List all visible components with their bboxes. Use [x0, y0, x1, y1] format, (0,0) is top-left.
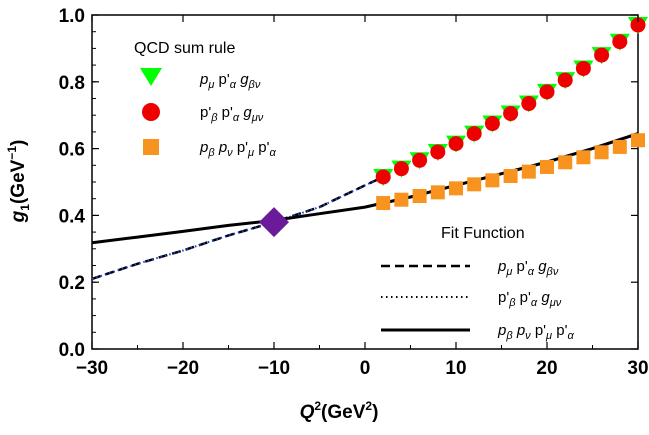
circle-point [630, 17, 646, 33]
legend-sumrule-title: QCD sum rule [134, 40, 235, 57]
legend-triangle-marker [140, 68, 162, 86]
circle-point [594, 47, 610, 63]
circle-point [375, 169, 391, 185]
square-point [503, 168, 518, 183]
circle-point [575, 60, 591, 76]
legend-fit-entry-2: p'β p'α gμν [498, 289, 562, 309]
fit-curve-dashed [91, 175, 384, 281]
circle-point [484, 116, 500, 132]
square-point [376, 196, 391, 211]
circle-point [466, 126, 482, 142]
square-point [576, 150, 591, 165]
square-point [594, 145, 609, 160]
y-axis-ticks: 0.0 0.2 0.4 0.6 0.8 1.0 [59, 6, 638, 361]
y-tick-label: 0.8 [59, 73, 85, 94]
legend-fit-entry-1: pμ p'α gβν [497, 258, 559, 278]
fit-curve-solid [91, 132, 639, 245]
x-tick-label: −30 [76, 358, 108, 379]
y-tick-label: 0.6 [59, 140, 85, 161]
circle-point [557, 72, 573, 88]
circle-point [412, 152, 428, 168]
x-axis-ticks: −30 −20 −10 0 10 20 30 [76, 15, 649, 379]
square-point [449, 181, 463, 196]
fit-curves [91, 132, 639, 281]
square-point [485, 173, 500, 188]
legend-sumrule-entry-1: pμ p'α gβν [199, 71, 261, 91]
square-point [540, 159, 554, 174]
square-point [521, 164, 536, 179]
legend-sumrule-entry-3: pβ pν p'μ p'α [199, 139, 276, 159]
legend-circle-marker [142, 103, 160, 121]
y-tick-label: 0.4 [59, 206, 86, 227]
circle-point [503, 106, 519, 122]
circle-point [612, 34, 628, 50]
square-point [467, 177, 482, 192]
data-markers [259, 17, 648, 238]
x-tick-label: −20 [167, 358, 199, 379]
square-point [394, 192, 409, 207]
diamond-point [259, 207, 289, 238]
x-tick-label: 20 [536, 358, 557, 379]
x-tick-label: 10 [445, 358, 466, 379]
x-tick-label: 0 [360, 358, 371, 379]
circle-point [539, 84, 555, 100]
circle-point [393, 161, 409, 177]
x-tick-label: 30 [627, 358, 648, 379]
y-tick-label: 1.0 [59, 6, 85, 27]
square-point [612, 139, 627, 154]
x-tick-label: −10 [258, 358, 290, 379]
y-tick-label: 0.2 [59, 273, 85, 294]
legend-fit: Fit Function pμ p'α gβν p'β p'α gμν pβ p… [381, 225, 574, 342]
legend-fit-title: Fit Function [441, 225, 525, 242]
fit-curve-dotted [91, 176, 384, 280]
x-axis-title: Q2(GeV2) [300, 399, 379, 423]
legend-sumrule-entry-2: p'β p'α gμν [200, 104, 264, 124]
legend-sumrule: QCD sum rule pμ p'α gβν p'β p'α gμν pβ p… [134, 40, 276, 159]
y-tick-label: 0.0 [59, 340, 85, 361]
circle-point [430, 144, 446, 160]
square-point [430, 185, 445, 200]
legend-fit-entry-3: pβ pν p'μ p'α [497, 322, 574, 342]
square-point [412, 189, 427, 204]
circle-point [448, 136, 464, 152]
y-axis-title: g1(GeV−1) [5, 140, 32, 224]
legend-square-marker [143, 139, 159, 155]
circle-point [521, 96, 537, 112]
square-point [558, 155, 573, 170]
square-point [631, 133, 645, 148]
